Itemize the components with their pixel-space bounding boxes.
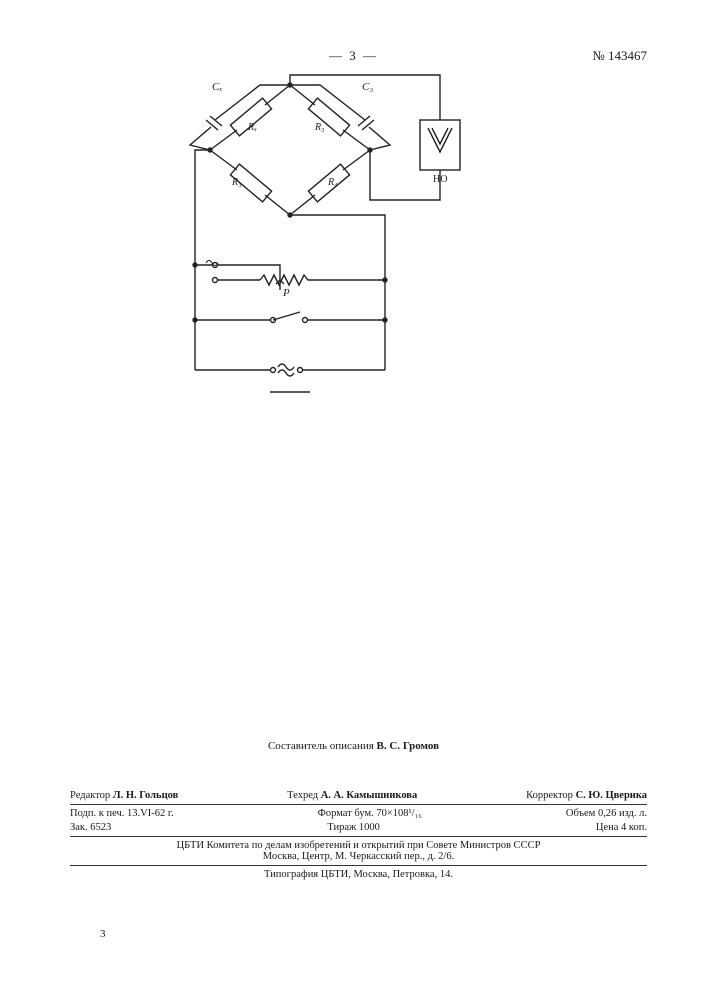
compiler-prefix: Составитель описания — [268, 740, 377, 752]
price: Цена 4 коп. — [596, 822, 647, 833]
page-header: — 3 — № 143467 — [0, 48, 707, 64]
editor: Редактор Л. Н. Гольцов — [70, 790, 178, 801]
credits-row-print2: Зак. 6523 Тираж 1000 Цена 4 коп. — [70, 822, 647, 837]
tirazh: Тираж 1000 — [327, 822, 380, 833]
label-r4: R₄ — [327, 177, 338, 188]
volume: Объем 0,26 изд. л. — [566, 808, 647, 819]
org-line-2: Москва, Центр, М. Черкасский пер., д. 2/… — [70, 851, 647, 862]
credits-block: Редактор Л. Н. Гольцов Техред А. А. Камы… — [70, 790, 647, 880]
label-c3: C₃ — [362, 81, 373, 93]
compiler-line: Составитель описания В. С. Громов — [0, 740, 707, 752]
label-p: P — [282, 287, 290, 299]
corrector: Корректор С. Ю. Цверика — [526, 790, 647, 801]
org-line-1: ЦБТИ Комитета по делам изобретений и отк… — [70, 840, 647, 851]
typography-line: Типография ЦБТИ, Москва, Петровка, 14. — [70, 866, 647, 880]
patent-number: № 143467 — [592, 48, 647, 64]
label-r3b: R₃ — [231, 177, 242, 188]
credits-row-roles: Редактор Л. Н. Гольцов Техред А. А. Камы… — [70, 790, 647, 805]
org-lines: ЦБТИ Комитета по делам изобретений и отк… — [70, 837, 647, 866]
label-rx: Rₓ — [247, 122, 257, 133]
label-cx: Cₓ — [212, 81, 222, 93]
circuit-diagram: Cₓ Rₓ C₃ R₃ R₃ R₄ НО — [160, 70, 500, 400]
compiler-name: В. С. Громов — [377, 740, 440, 752]
page-number-bottom: 3 — [100, 928, 106, 940]
circuit-svg: Cₓ Rₓ C₃ R₃ R₃ R₄ НО — [160, 70, 500, 400]
signed-date: Подп. к печ. 13.VI-62 г. — [70, 808, 174, 819]
credits-row-print1: Подп. к печ. 13.VI-62 г. Формат бум. 70×… — [70, 805, 647, 822]
techred: Техред А. А. Камышникова — [287, 790, 417, 801]
order-number: Зак. 6523 — [70, 822, 111, 833]
paper-format: Формат бум. 70×108¹/₁₆ — [318, 808, 422, 819]
label-r3a: R₃ — [314, 122, 325, 133]
